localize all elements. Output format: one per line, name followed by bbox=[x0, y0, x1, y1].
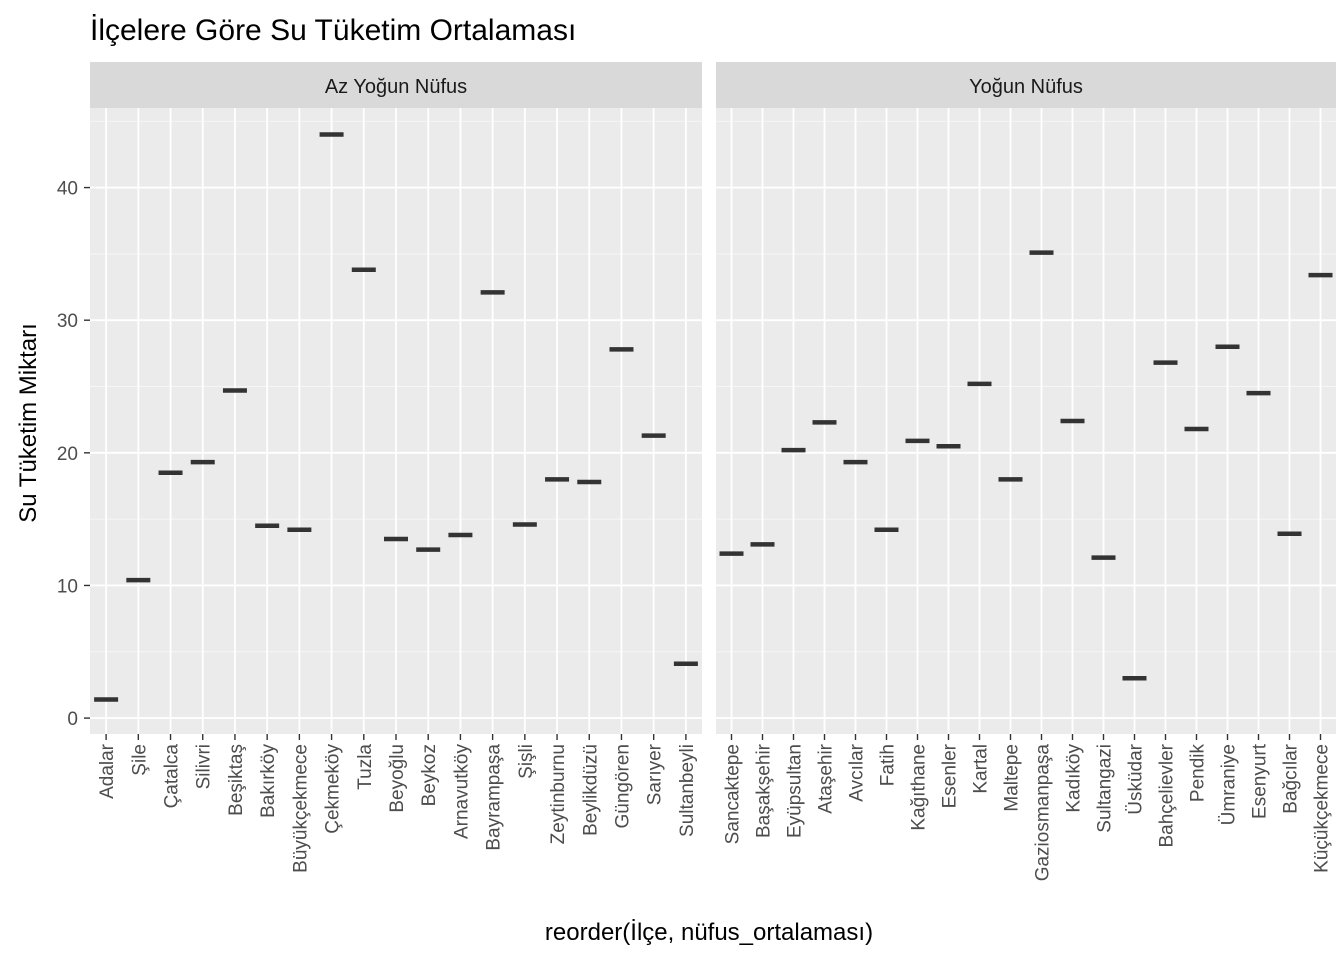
x-tick-label: Eyüpsultan bbox=[785, 744, 806, 838]
x-tick-label: Üsküdar bbox=[1126, 743, 1147, 814]
x-tick-label: Beyoğlu bbox=[387, 744, 408, 813]
facet-strip-label: Yoğun Nüfus bbox=[969, 76, 1083, 98]
x-tick-label: Tuzla bbox=[355, 744, 376, 790]
x-tick-label: Gaziosmanpaşa bbox=[1033, 744, 1054, 882]
x-tick-label: Kadıköy bbox=[1064, 744, 1085, 813]
x-tick-label: Fatih bbox=[878, 744, 899, 786]
chart-title: İlçelere Göre Su Tüketim Ortalaması bbox=[90, 14, 576, 47]
x-tick-label: Beylikdüzü bbox=[580, 744, 601, 836]
x-tick-label: Bakırköy bbox=[258, 744, 279, 818]
x-axis-title: reorder(İlçe, nüfus_ortalaması) bbox=[545, 919, 873, 946]
y-tick-label: 0 bbox=[67, 709, 78, 730]
facet-strip bbox=[716, 62, 1336, 108]
x-tick-label: Şişli bbox=[516, 744, 537, 779]
facet-strip-label: Az Yoğun Nüfus bbox=[325, 76, 467, 98]
x-tick-label: Zeytinburnu bbox=[548, 744, 569, 844]
y-axis-title: Su Tüketim Miktarı bbox=[15, 323, 42, 523]
x-tick-label: Sancaktepe bbox=[723, 744, 744, 844]
y-tick-label: 20 bbox=[57, 444, 78, 465]
x-tick-label: Sultangazi bbox=[1095, 744, 1116, 833]
x-tick-label: Ümraniye bbox=[1219, 744, 1240, 825]
panel-background bbox=[716, 108, 1336, 734]
x-tick-label: Çatalca bbox=[162, 744, 183, 809]
x-tick-label: Sarıyer bbox=[645, 743, 666, 805]
x-tick-label: Maltepe bbox=[1002, 744, 1023, 812]
x-tick-label: Güngören bbox=[612, 744, 633, 829]
x-tick-label: Pendik bbox=[1188, 744, 1209, 803]
x-tick-label: Çekmeköy bbox=[323, 744, 344, 834]
x-tick-label: Başakşehir bbox=[754, 743, 775, 838]
y-tick-label: 40 bbox=[57, 179, 78, 200]
facet-panels: Az Yoğun Nüfus Adalar Şile Çatalca Silivri Be… bbox=[90, 62, 1336, 881]
x-tick-label: Ataşehir bbox=[816, 743, 837, 813]
x-tick-label: Arnavutköy bbox=[451, 744, 472, 840]
y-tick-label: 10 bbox=[57, 576, 78, 597]
x-tick-label: Bağcılar bbox=[1281, 743, 1302, 813]
x-tick-label: Beykoz bbox=[419, 744, 440, 806]
x-tick-label: Kağıthane bbox=[909, 744, 930, 831]
x-tick-label: Esenler bbox=[940, 743, 961, 808]
x-tick-label: Bahçelievler bbox=[1157, 743, 1178, 847]
x-tick-label: Avcılar bbox=[847, 743, 868, 801]
x-tick-label: Adalar bbox=[97, 743, 118, 799]
y-axis: 0 10 20 30 40 bbox=[57, 179, 90, 730]
y-tick-label: 30 bbox=[57, 311, 78, 332]
x-tick-label: Silivri bbox=[194, 744, 215, 789]
x-tick-label: Şile bbox=[129, 744, 150, 776]
x-tick-label: Küçükçekmece bbox=[1312, 744, 1333, 873]
x-tick-label: Kartal bbox=[971, 744, 992, 794]
facet-panel: Yoğun Nüfus Sancaktepe Başakşehir Eyüpsulta… bbox=[716, 62, 1336, 881]
facet-panel: Az Yoğun Nüfus Adalar Şile Çatalca Silivri Be… bbox=[90, 62, 702, 873]
x-tick-label: Esenyurt bbox=[1250, 743, 1271, 819]
x-tick-label: Bayrampaşa bbox=[484, 744, 505, 851]
x-tick-label: Büyükçekmece bbox=[290, 744, 311, 873]
x-tick-label: Beşiktaş bbox=[226, 744, 247, 816]
facet-strip bbox=[90, 62, 702, 108]
x-tick-label: Sultanbeyli bbox=[677, 744, 698, 837]
